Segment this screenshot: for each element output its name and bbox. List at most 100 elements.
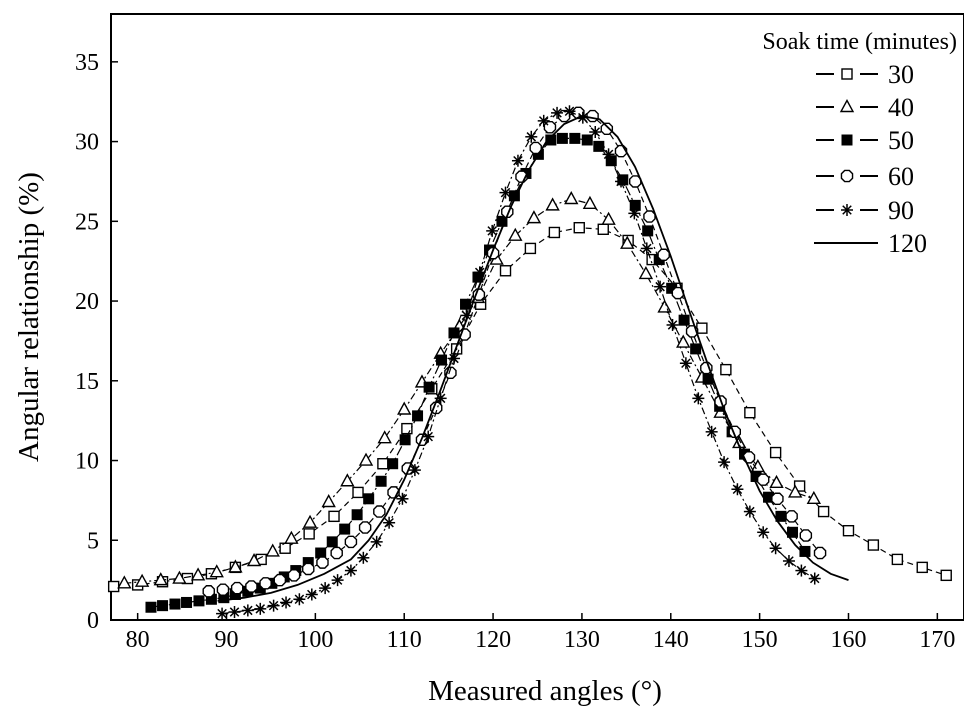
data-point xyxy=(330,546,343,560)
x-tick-label: 90 xyxy=(215,627,239,653)
data-point xyxy=(640,242,653,255)
legend-entry-90: 90 xyxy=(816,196,914,225)
legend-marker xyxy=(840,169,854,183)
data-point xyxy=(785,510,798,523)
data-point xyxy=(134,573,150,587)
series-line-30 xyxy=(113,227,947,588)
data-point xyxy=(305,588,318,601)
axis-ticks: 80 90 100 110 120 130 140 150 160 170 0 5 10 15 20 25 30… xyxy=(75,50,955,653)
data-point xyxy=(692,392,705,405)
data-point xyxy=(782,554,795,567)
x-tick-label: 160 xyxy=(830,627,866,653)
data-point xyxy=(771,492,784,506)
x-tick-label: 110 xyxy=(387,627,422,653)
legend-label: 40 xyxy=(888,93,914,122)
data-point xyxy=(448,327,460,339)
series-line-90 xyxy=(222,110,816,615)
x-tick-label: 150 xyxy=(742,627,778,653)
data-point xyxy=(564,191,579,205)
data-point xyxy=(813,546,827,560)
data-point xyxy=(344,535,358,549)
data-point xyxy=(586,109,599,123)
x-tick-label: 130 xyxy=(564,627,600,653)
data-point xyxy=(169,598,181,610)
legend: Soak time (minutes) 30 40 50 60 90 120 xyxy=(762,29,957,258)
data-point xyxy=(842,524,855,537)
data-point xyxy=(545,197,560,211)
data-point xyxy=(377,458,389,470)
data-point xyxy=(597,223,609,235)
data-point xyxy=(157,600,169,612)
data-point xyxy=(600,122,614,136)
data-point xyxy=(181,596,193,608)
data-point xyxy=(117,575,132,589)
data-point xyxy=(273,573,287,587)
legend-label: 50 xyxy=(888,126,914,155)
data-point xyxy=(265,543,280,557)
data-point xyxy=(399,434,411,446)
data-point xyxy=(319,582,332,595)
data-point xyxy=(397,401,412,415)
data-point xyxy=(280,596,293,609)
data-point xyxy=(769,474,784,489)
data-point xyxy=(230,581,244,595)
data-point xyxy=(107,580,120,593)
y-tick-label: 20 xyxy=(75,289,99,315)
data-point xyxy=(718,456,731,469)
data-point xyxy=(940,569,952,582)
legend-marker xyxy=(841,204,853,216)
data-point xyxy=(408,464,421,477)
data-point xyxy=(795,564,808,577)
data-point xyxy=(370,535,383,548)
legend-marker xyxy=(839,99,855,113)
data-point xyxy=(743,505,756,518)
y-tick-label: 10 xyxy=(75,449,99,475)
legend-entry-50: 50 xyxy=(816,126,914,155)
legend-entry-40: 40 xyxy=(816,93,914,122)
data-point xyxy=(373,505,386,518)
data-point xyxy=(190,567,206,581)
y-tick-label: 35 xyxy=(75,50,99,76)
legend-entry-60: 60 xyxy=(816,162,914,191)
data-point xyxy=(769,446,782,459)
data-point xyxy=(423,381,435,393)
data-point xyxy=(615,175,628,188)
x-tick-label: 120 xyxy=(475,627,511,653)
series-120 xyxy=(217,115,849,602)
data-point xyxy=(620,235,635,249)
legend-label: 30 xyxy=(888,60,914,89)
data-point xyxy=(628,207,641,220)
data-point xyxy=(556,132,568,144)
legend-marker xyxy=(841,68,853,80)
legend-label: 120 xyxy=(888,229,927,258)
data-point xyxy=(486,224,499,237)
data-point xyxy=(666,318,679,331)
data-point xyxy=(344,564,357,577)
data-point xyxy=(436,354,448,366)
data-point xyxy=(551,106,564,119)
data-point xyxy=(529,141,542,155)
y-tick-label: 25 xyxy=(75,209,99,235)
x-tick-label: 140 xyxy=(653,627,689,653)
data-point xyxy=(545,134,557,146)
data-point xyxy=(581,134,593,146)
x-tick-label: 170 xyxy=(919,627,955,653)
data-point xyxy=(654,280,667,293)
data-point xyxy=(511,154,524,167)
series-40 xyxy=(117,191,822,589)
data-point xyxy=(657,248,670,262)
data-point xyxy=(401,422,413,435)
data-point xyxy=(548,226,561,239)
data-point xyxy=(316,556,329,569)
data-point xyxy=(363,493,375,505)
data-point xyxy=(563,105,576,118)
data-point xyxy=(705,425,718,438)
data-point xyxy=(228,559,243,573)
data-point xyxy=(756,473,770,486)
data-point xyxy=(508,227,523,241)
data-point xyxy=(422,430,435,443)
data-point xyxy=(357,551,370,564)
data-point xyxy=(525,130,538,143)
data-point xyxy=(642,225,654,237)
legend-entry-30: 30 xyxy=(816,60,914,89)
